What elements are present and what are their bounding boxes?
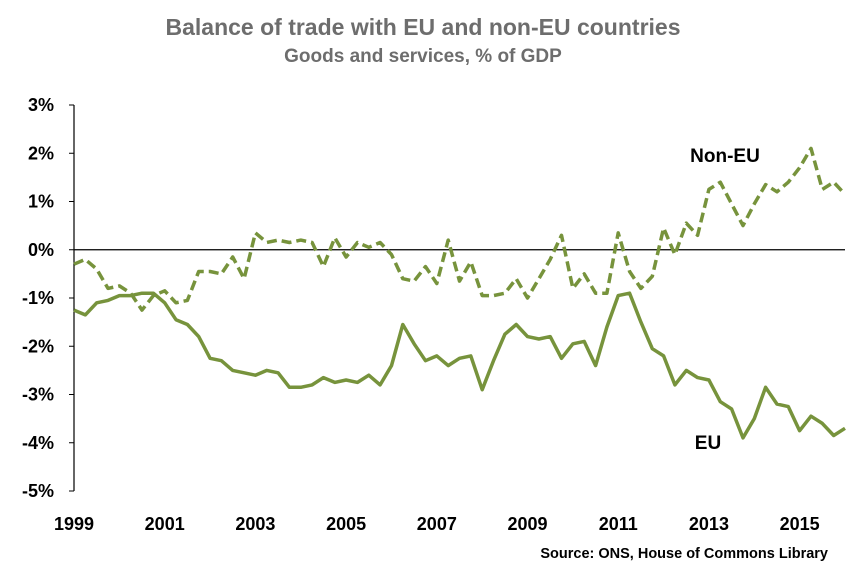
y-tick-label: 1% — [28, 192, 54, 212]
x-tick-label: 2009 — [508, 514, 548, 534]
series-label-eu: EU — [695, 433, 721, 454]
y-tick-label: 0% — [28, 240, 54, 260]
y-tick-label: -1% — [22, 288, 54, 308]
y-tick-label: -4% — [22, 433, 54, 453]
series-line-non-eu — [73, 146, 846, 312]
x-tick-label: 2001 — [145, 514, 185, 534]
x-tick-label: 2003 — [235, 514, 275, 534]
x-tick-label: 2011 — [599, 514, 638, 534]
y-tick-label: 2% — [28, 143, 54, 163]
x-tick-label: 2007 — [417, 514, 457, 534]
x-tick-label: 2013 — [689, 514, 729, 534]
y-tick-label: -3% — [22, 385, 54, 405]
x-tick-label: 1999 — [54, 514, 94, 534]
y-tick-label: 3% — [28, 95, 54, 115]
chart-subtitle: Goods and services, % of GDP — [284, 46, 562, 67]
x-tick-label: 2005 — [326, 514, 366, 534]
y-tick-label: -2% — [22, 336, 54, 356]
series-label-non-eu: Non-EU — [690, 146, 760, 167]
x-tick-label: 2015 — [780, 514, 820, 534]
series-line-eu — [73, 291, 846, 440]
chart-title: Balance of trade with EU and non-EU coun… — [165, 14, 681, 40]
source-note: Source: ONS, House of Commons Library — [540, 546, 828, 562]
y-tick-label: -5% — [22, 481, 54, 501]
